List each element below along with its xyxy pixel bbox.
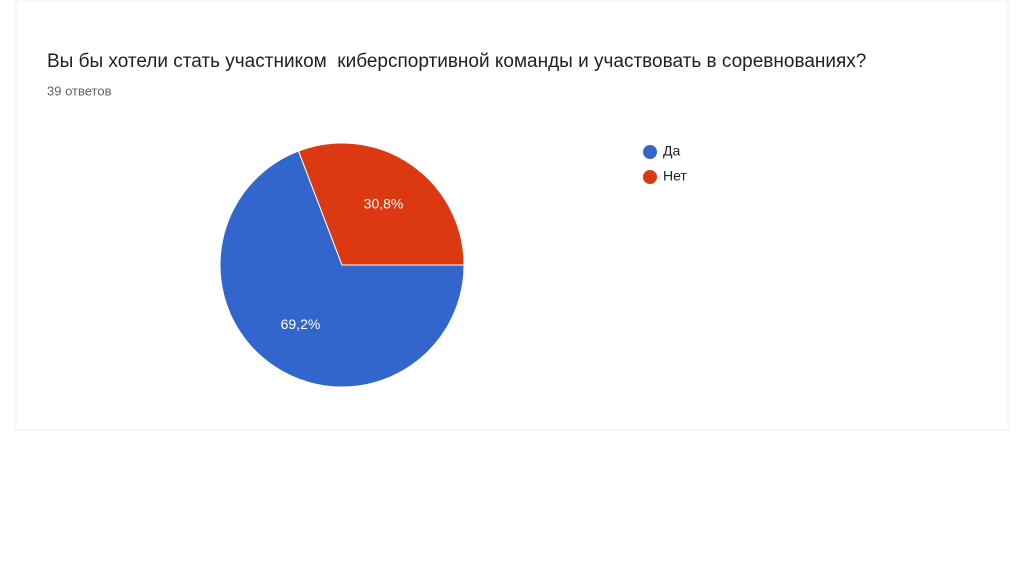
- slice-label: 69,2%: [281, 316, 321, 332]
- chart-title: Вы бы хотели стать участником киберспорт…: [47, 51, 866, 72]
- legend-label: Да: [663, 143, 680, 159]
- legend-label: Нет: [663, 168, 687, 184]
- slice-label: 30,8%: [364, 195, 404, 211]
- legend-swatch: [643, 145, 657, 159]
- panel: [15, 0, 1009, 431]
- pie-slice: [297, 142, 465, 266]
- chart-subtitle: 39 ответов: [47, 83, 112, 98]
- pie-slice: [219, 150, 465, 388]
- legend-swatch: [643, 170, 657, 184]
